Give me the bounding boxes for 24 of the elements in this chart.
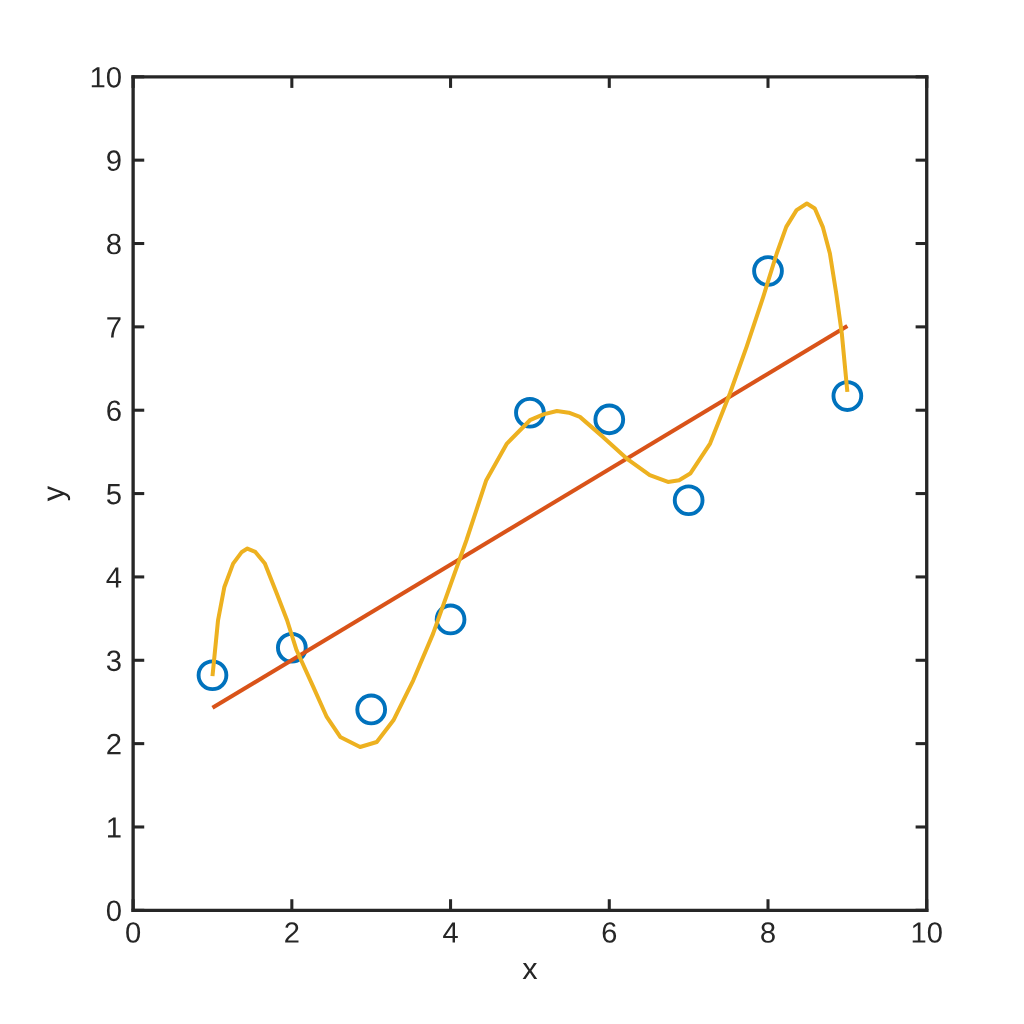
y-tick-label: 10 (91, 67, 121, 88)
x-tick-label: 10 (912, 922, 942, 943)
y-tick-label: 8 (107, 233, 121, 255)
x-axis-title: x (522, 962, 538, 980)
point (196, 659, 229, 692)
point (831, 380, 864, 412)
y-tick-label: 9 (107, 150, 121, 172)
y-tick-label: 2 (107, 733, 121, 755)
y-tick-label: 3 (106, 650, 121, 672)
y-tick-label: 5 (106, 484, 121, 505)
x-tick-label: 6 (602, 922, 617, 943)
y-tick-label: 0 (106, 900, 121, 922)
y-tick-label: 6 (107, 400, 121, 422)
x-tick-label: 8 (761, 922, 775, 943)
x-tick-label: 0 (126, 922, 141, 943)
point (672, 484, 705, 517)
x-tick-label: 4 (443, 922, 458, 943)
y-tick-label: 4 (106, 567, 122, 588)
y-axis-title: y (47, 485, 71, 502)
point (593, 403, 626, 436)
y-tick-label: 1 (108, 817, 121, 838)
y-tick-label: 7 (107, 317, 121, 338)
point (355, 693, 388, 726)
x-tick-label: 2 (285, 922, 299, 943)
